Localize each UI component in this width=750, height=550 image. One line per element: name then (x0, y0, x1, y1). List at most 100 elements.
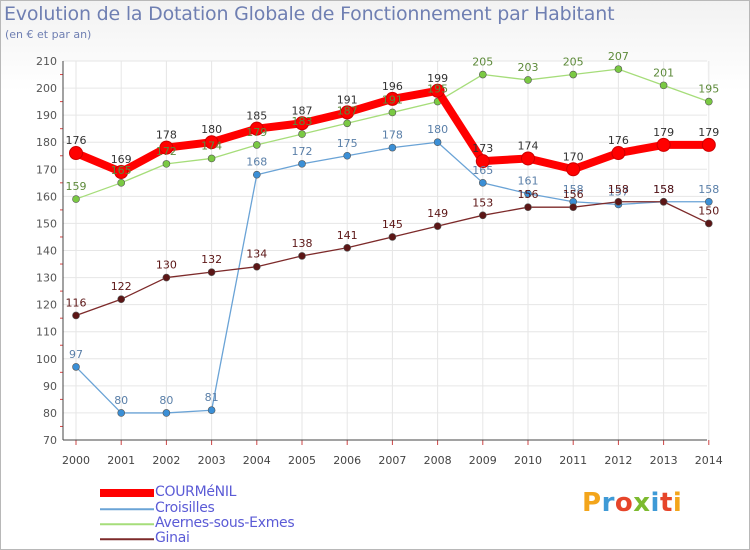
data-label-ginai: 145 (382, 218, 403, 231)
data-point-avernes-sous-exmes (343, 119, 352, 128)
y-tick-label: 80 (43, 407, 57, 420)
data-label-croisilles: 178 (382, 129, 403, 142)
data-label-avernes-sous-exmes: 159 (66, 180, 87, 193)
logo-letter: o (614, 488, 634, 518)
logo-letter: i (650, 488, 660, 518)
y-tick-label: 160 (36, 190, 57, 203)
data-point-ginai (72, 311, 80, 320)
data-label-croisilles: 165 (472, 164, 493, 177)
data-point-ginai (162, 273, 171, 282)
data-label-avernes-sous-exmes: 174 (201, 139, 222, 152)
data-point-ginai (704, 219, 713, 228)
data-label-avernes-sous-exmes: 201 (653, 66, 674, 79)
x-tick-label: 2012 (604, 454, 632, 467)
data-point-courm-nil (295, 116, 309, 131)
data-label-croisilles: 80 (159, 394, 173, 407)
y-tick-label: 90 (43, 380, 57, 393)
data-label-ginai: 158 (653, 183, 674, 196)
y-tick-label: 100 (36, 353, 57, 366)
data-point-ginai (569, 203, 578, 211)
data-point-avernes-sous-exmes (659, 81, 668, 90)
data-label-courm-nil: 179 (653, 126, 674, 139)
data-point-ginai (252, 262, 261, 271)
data-point-croisilles (252, 170, 261, 179)
data-label-croisilles: 161 (518, 175, 539, 188)
data-point-courm-nil (475, 154, 490, 169)
x-tick-label: 2008 (424, 454, 452, 467)
data-point-ginai (433, 222, 442, 230)
y-tick-label: 70 (43, 434, 57, 447)
legend-swatch-croisilles (100, 508, 154, 510)
data-point-avernes-sous-exmes (704, 97, 713, 106)
data-point-ginai (343, 243, 352, 252)
data-point-ginai (117, 295, 125, 304)
legend-label-ginai: Ginai (155, 530, 190, 546)
x-tick-label: 2011 (559, 454, 587, 467)
data-point-courm-nil (430, 83, 445, 98)
data-point-ginai (388, 233, 397, 241)
data-label-courm-nil: 196 (382, 80, 403, 93)
data-label-avernes-sous-exmes: 195 (698, 83, 719, 96)
data-point-avernes-sous-exmes (117, 179, 125, 187)
chart-title: Evolution de la Dotation Globale de Fonc… (4, 3, 615, 25)
data-label-courm-nil: 174 (518, 139, 539, 152)
data-point-avernes-sous-exmes (207, 154, 216, 163)
data-point-ginai (614, 197, 623, 206)
x-tick-label: 2010 (514, 454, 542, 467)
data-label-avernes-sous-exmes: 172 (156, 145, 177, 158)
data-label-croisilles: 158 (698, 183, 719, 196)
y-tick-label: 140 (36, 245, 57, 258)
y-tick-label: 200 (36, 82, 57, 95)
data-label-courm-nil: 170 (563, 150, 584, 163)
data-point-croisilles (478, 179, 487, 187)
y-tick-label: 120 (36, 299, 57, 312)
y-tick-label: 180 (36, 136, 57, 149)
data-point-avernes-sous-exmes (388, 108, 397, 117)
data-label-courm-nil: 176 (608, 134, 629, 147)
x-tick-label: 2013 (650, 454, 678, 467)
data-label-courm-nil: 169 (111, 153, 132, 166)
data-point-croisilles (388, 143, 397, 152)
y-tick-label: 130 (36, 272, 57, 285)
legend-swatch-avernes (100, 523, 154, 525)
data-label-croisilles: 172 (292, 145, 313, 158)
x-tick-label: 2009 (469, 454, 497, 467)
data-point-courm-nil (566, 162, 581, 177)
data-point-ginai (478, 211, 487, 220)
x-tick-label: 2000 (62, 454, 90, 467)
data-label-ginai: 138 (292, 237, 313, 250)
x-tick-label: 2014 (695, 454, 723, 467)
data-label-courm-nil: 178 (156, 129, 177, 142)
x-tick-label: 2006 (333, 454, 361, 467)
data-point-courm-nil (521, 151, 535, 166)
data-label-ginai: 156 (518, 188, 539, 201)
data-point-croisilles (207, 406, 216, 415)
x-tick-label: 2007 (378, 454, 406, 467)
data-label-avernes-sous-exmes: 195 (427, 83, 448, 96)
data-point-croisilles (298, 160, 306, 168)
data-label-avernes-sous-exmes: 165 (111, 164, 132, 177)
data-point-courm-nil (611, 146, 626, 161)
x-tick-label: 2004 (243, 454, 271, 467)
x-tick-label: 2001 (107, 454, 135, 467)
logo-letter: i (672, 488, 683, 518)
data-label-courm-nil: 173 (472, 142, 493, 155)
data-label-ginai: 122 (111, 280, 132, 293)
data-label-avernes-sous-exmes: 205 (563, 56, 584, 69)
data-point-croisilles (433, 138, 442, 147)
logo-letter: P (582, 488, 602, 518)
data-point-croisilles (343, 151, 352, 160)
y-tick-label: 210 (36, 55, 57, 68)
data-label-croisilles: 81 (205, 391, 219, 404)
data-point-courm-nil (249, 121, 264, 136)
data-point-courm-nil (701, 137, 716, 152)
data-label-avernes-sous-exmes: 205 (472, 56, 493, 69)
data-point-avernes-sous-exmes (569, 70, 578, 79)
legend-label-courmenil: COURMéNIL (155, 484, 237, 500)
proxiti-logo: Proxiti (582, 488, 682, 518)
y-tick-label: 190 (36, 109, 57, 122)
data-label-ginai: 130 (156, 259, 177, 272)
data-label-avernes-sous-exmes: 183 (292, 115, 313, 128)
data-label-ginai: 116 (66, 296, 87, 309)
data-point-croisilles (72, 363, 80, 371)
